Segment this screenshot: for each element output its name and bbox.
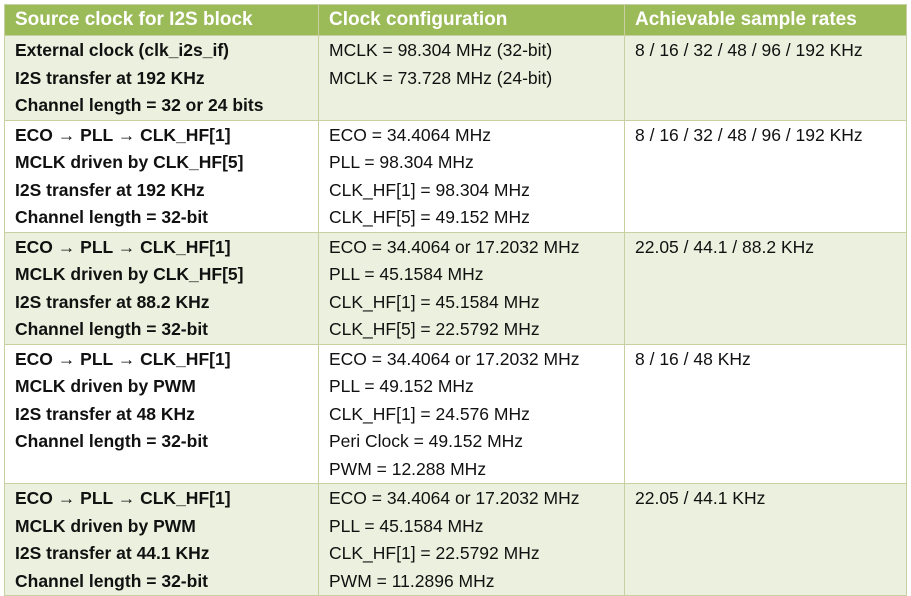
source-clock-cell: ECO → PLL → CLK_HF[1] MCLK driven by PWM I… — [4, 343, 319, 484]
sample-rates-value: 8 / 16 / 48 KHz — [635, 348, 751, 369]
clock-config-line: PWM = 12.288 MHz — [329, 458, 487, 479]
source-clock-line: Channel length = 32 or 24 bits — [15, 95, 264, 115]
source-clock-cell: ECO → PLL → CLK_HF[1] MCLK driven by CLK_… — [4, 231, 319, 345]
sample-rates-value: 22.05 / 44.1 / 88.2 KHz — [635, 236, 815, 257]
source-clock-line: ECO → PLL → CLK_HF[1] — [15, 124, 231, 145]
source-clock-line: I2S transfer at 44.1 KHz — [15, 543, 210, 563]
header-sample-rates: Achievable sample rates — [624, 4, 907, 36]
sample-rates-value: 8 / 16 / 32 / 48 / 96 / 192 KHz — [635, 40, 863, 60]
source-clock-line: ECO → PLL → CLK_HF[1] — [15, 348, 231, 369]
header-source-clock: Source clock for I2S block — [4, 4, 319, 36]
table-row: ECO → PLL → CLK_HF[1] MCLK driven by PWM I… — [4, 483, 907, 596]
source-clock-line: Channel length = 32-bit — [15, 570, 209, 591]
table-row: ECO → PLL → CLK_HF[1] MCLK driven by PWM I… — [4, 343, 907, 484]
clock-config-line: PLL = 45.1584 MHz — [329, 264, 484, 284]
source-clock-line: ECO → PLL → CLK_HF[1] — [15, 236, 231, 257]
clock-config-line: ECO = 34.4064 MHz — [329, 124, 491, 145]
sample-rates-cell: 8 / 16 / 32 / 48 / 96 / 192 KHz — [624, 119, 907, 233]
clock-config-line: PLL = 49.152 MHz — [329, 376, 474, 396]
clock-config-line: PLL = 98.304 MHz — [329, 152, 474, 172]
clock-config-cell: ECO = 34.4064 or 17.2032 MHz PLL = 45.158… — [318, 231, 625, 345]
sample-rates-cell: 22.05 / 44.1 / 88.2 KHz — [624, 231, 907, 345]
clock-config-line: ECO = 34.4064 or 17.2032 MHz — [329, 236, 580, 257]
table-row: ECO → PLL → CLK_HF[1] MCLK driven by CLK_… — [4, 231, 907, 345]
clock-config-line: CLK_HF[5] = 22.5792 MHz — [329, 319, 540, 339]
source-clock-line: Channel length = 32-bit — [15, 319, 209, 339]
source-clock-cell: ECO → PLL → CLK_HF[1] MCLK driven by CLK_… — [4, 119, 319, 233]
clock-config-line: PLL = 45.1584 MHz — [329, 515, 484, 536]
table-row: External clock (clk_i2s_if) I2S transfer … — [4, 35, 907, 121]
clock-config-line: PWM = 11.2896 MHz — [329, 570, 495, 591]
clock-config-line: Peri Clock = 49.152 MHz — [329, 431, 524, 451]
source-clock-cell: External clock (clk_i2s_if) I2S transfer … — [4, 35, 319, 121]
clock-config-cell: MCLK = 98.304 MHz (32-bit) MCLK = 73.728 … — [318, 35, 625, 121]
clock-config-line: ECO = 34.4064 or 17.2032 MHz — [329, 488, 580, 508]
clock-config-cell: ECO = 34.4064 MHz PLL = 98.304 MHz CLK_HF[… — [318, 119, 625, 233]
clock-config-line: MCLK = 73.728 MHz (24-bit) — [329, 67, 553, 88]
source-clock-line: I2S transfer at 48 KHz — [15, 403, 195, 424]
clock-config-line: CLK_HF[1] = 98.304 MHz — [329, 179, 530, 200]
clock-config-cell: ECO = 34.4064 or 17.2032 MHz PLL = 45.158… — [318, 483, 625, 596]
sample-rates-cell: 8 / 16 / 48 KHz — [624, 343, 907, 484]
sample-rates-value: 22.05 / 44.1 KHz — [635, 488, 766, 508]
source-clock-line: Channel length = 32-bit — [15, 207, 209, 227]
source-clock-line: I2S transfer at 88.2 KHz — [15, 291, 210, 312]
source-clock-line: Channel length = 32-bit — [15, 431, 209, 451]
clock-config-line: CLK_HF[5] = 49.152 MHz — [329, 207, 530, 227]
source-clock-line: MCLK driven by PWM — [15, 376, 196, 396]
table-row: ECO → PLL → CLK_HF[1] MCLK driven by CLK_… — [4, 119, 907, 233]
header-clock-configuration: Clock configuration — [318, 4, 625, 36]
clock-config-table: Source clock for I2S block Clock configu… — [4, 4, 907, 596]
clock-config-line: CLK_HF[1] = 22.5792 MHz — [329, 543, 540, 563]
clock-config-line: ECO = 34.4064 or 17.2032 MHz — [329, 348, 580, 369]
source-clock-cell: ECO → PLL → CLK_HF[1] MCLK driven by PWM I… — [4, 483, 319, 596]
clock-config-cell: ECO = 34.4064 or 17.2032 MHz PLL = 49.152… — [318, 343, 625, 484]
sample-rates-value: 8 / 16 / 32 / 48 / 96 / 192 KHz — [635, 124, 863, 145]
source-clock-line: MCLK driven by PWM — [15, 515, 196, 536]
source-clock-line: MCLK driven by CLK_HF[5] — [15, 264, 244, 284]
sample-rates-cell: 8 / 16 / 32 / 48 / 96 / 192 KHz — [624, 35, 907, 121]
source-clock-line: External clock (clk_i2s_if) — [15, 40, 229, 60]
source-clock-line: ECO → PLL → CLK_HF[1] — [15, 488, 231, 508]
clock-config-line: CLK_HF[1] = 24.576 MHz — [329, 403, 530, 424]
source-clock-line: MCLK driven by CLK_HF[5] — [15, 152, 244, 172]
source-clock-line: I2S transfer at 192 KHz — [15, 67, 205, 88]
clock-config-line: CLK_HF[1] = 45.1584 MHz — [329, 291, 540, 312]
header-row: Source clock for I2S block Clock configu… — [4, 4, 907, 36]
source-clock-line: I2S transfer at 192 KHz — [15, 179, 205, 200]
clock-config-line: MCLK = 98.304 MHz (32-bit) — [329, 40, 553, 60]
sample-rates-cell: 22.05 / 44.1 KHz — [624, 483, 907, 596]
